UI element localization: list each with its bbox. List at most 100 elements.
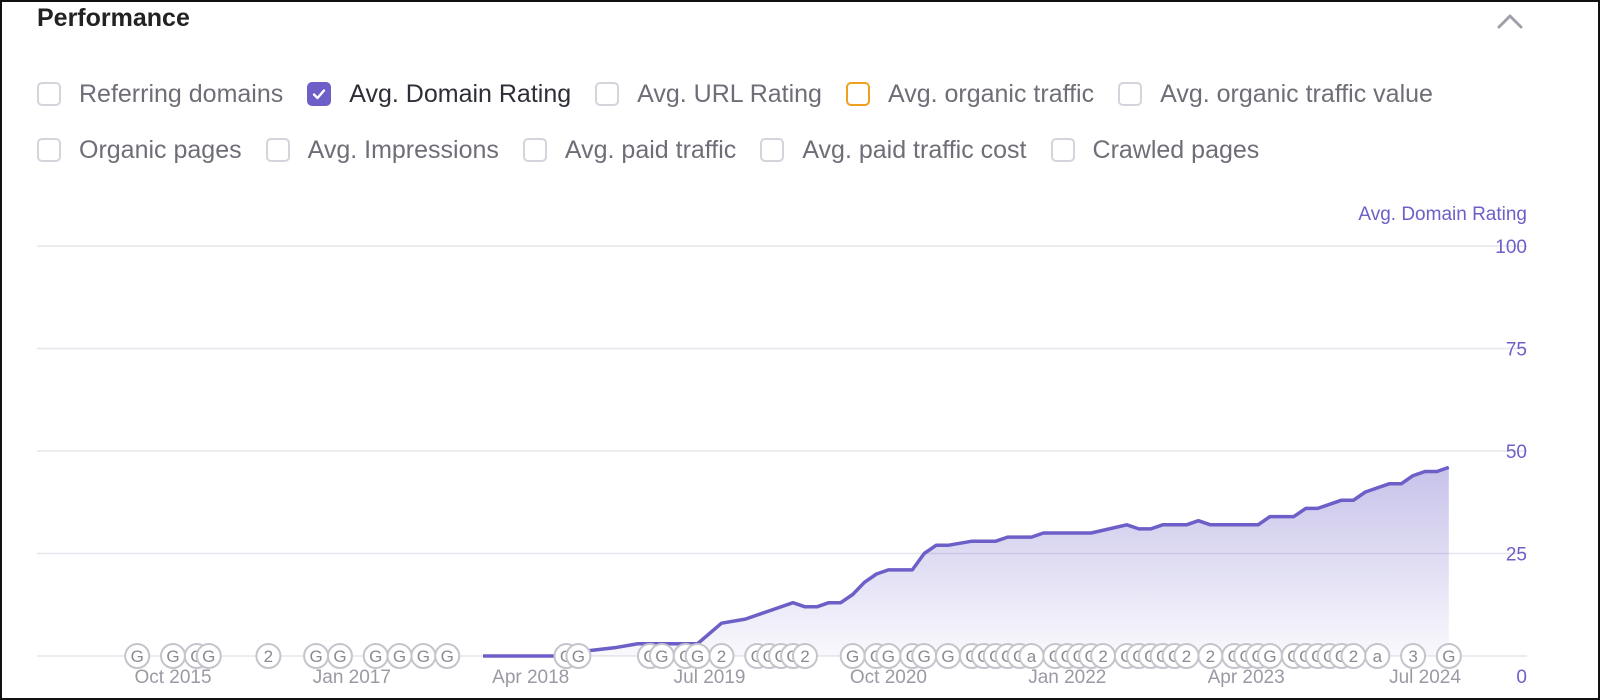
data-point[interactable] [945,542,951,548]
annotation-marker[interactable]: G [386,643,413,669]
data-point[interactable] [969,538,975,544]
checkbox-box[interactable] [1050,138,1075,162]
data-point[interactable] [1160,522,1166,528]
data-point[interactable] [1315,505,1321,511]
annotation-marker[interactable]: 2 [255,643,282,669]
annotation-marker[interactable]: G [326,643,353,669]
data-point[interactable] [1362,489,1368,495]
annotation-marker[interactable]: 2 [791,643,818,669]
data-point[interactable] [1040,530,1046,536]
data-point[interactable] [838,600,844,606]
data-point[interactable] [1386,481,1392,487]
annotation-label: G [1263,647,1276,666]
data-point[interactable] [862,579,868,585]
data-point[interactable] [1410,473,1416,479]
data-point[interactable] [611,645,617,651]
data-point[interactable] [1434,469,1440,475]
data-point[interactable] [1446,464,1452,470]
data-point[interactable] [635,641,641,647]
checkbox-box[interactable] [37,138,61,162]
annotation-marker[interactable]: a [1364,643,1391,669]
data-point[interactable] [1255,522,1261,528]
annotation-marker[interactable]: 2 [1197,643,1224,669]
data-point[interactable] [1267,514,1273,520]
data-point[interactable] [850,592,856,598]
checkbox-avg-impressions[interactable]: Avg. Impressions [265,136,499,165]
data-point[interactable] [1374,485,1380,491]
data-point[interactable] [1327,501,1333,507]
annotation-marker[interactable]: G [648,643,675,669]
data-point[interactable] [742,616,748,622]
annotation-marker[interactable]: G [434,643,461,669]
data-point[interactable] [1351,497,1357,503]
data-point[interactable] [1303,505,1309,511]
data-point[interactable] [933,542,939,548]
annotation-marker[interactable]: G [875,643,902,669]
data-point[interactable] [814,604,820,610]
annotation-marker[interactable]: 2 [1173,643,1200,669]
collapse-button[interactable] [1492,8,1528,34]
annotation-marker[interactable]: 2 [708,643,735,669]
annotation-marker[interactable]: G [195,643,222,669]
data-point[interactable] [1124,522,1130,528]
annotation-marker[interactable]: G [124,643,151,669]
annotation-marker[interactable]: 3 [1400,643,1427,669]
data-point[interactable] [921,551,927,557]
annotation-marker[interactable]: G [684,643,711,669]
data-point[interactable] [1291,514,1297,520]
panel-title: Performance [37,4,190,32]
annotation-marker[interactable]: G [1435,643,1462,669]
checkbox-box[interactable] [1118,82,1143,106]
checkbox-box[interactable] [845,82,870,106]
checkbox-avg-paid-traffic-cost[interactable]: Avg. paid traffic cost [760,136,1027,165]
data-point[interactable] [1398,481,1404,487]
annotation-marker[interactable]: G [410,643,437,669]
data-point[interactable] [1088,530,1094,536]
checkbox-box[interactable] [265,138,290,162]
data-point[interactable] [1005,534,1011,540]
data-point[interactable] [1029,534,1035,540]
data-point[interactable] [1148,526,1154,532]
checkbox-box[interactable] [595,82,620,106]
data-point[interactable] [480,653,486,659]
data-point[interactable] [826,600,832,606]
checkbox-avg-organic-traffic[interactable]: Avg. organic traffic [845,80,1094,109]
data-point[interactable] [1184,522,1190,528]
data-point[interactable] [993,538,999,544]
data-point[interactable] [790,600,796,606]
checkbox-avg-organic-traffic-value[interactable]: Avg. organic traffic value [1118,80,1433,109]
checkbox-organic-pages[interactable]: Organic pages [37,136,242,165]
checkbox-referring-domains[interactable]: Referring domains [37,80,283,109]
annotation-marker[interactable]: G [1256,643,1283,669]
checkbox-avg-paid-traffic[interactable]: Avg. paid traffic [522,136,736,165]
checkbox-box[interactable] [760,138,785,162]
data-point[interactable] [909,567,915,573]
data-point[interactable] [1422,469,1428,475]
annotation-marker[interactable]: G [839,643,866,669]
data-point[interactable] [719,620,725,626]
data-point[interactable] [766,608,772,614]
data-point[interactable] [874,571,880,577]
data-point[interactable] [1195,518,1201,524]
annotation-marker[interactable]: 2 [1340,643,1367,669]
data-point[interactable] [885,567,891,573]
checkbox-crawled-pages[interactable]: Crawled pages [1050,136,1259,165]
annotation-marker[interactable]: G [160,643,186,669]
annotation-marker[interactable]: a [1018,643,1045,669]
data-point[interactable] [1339,497,1345,503]
annotation-marker[interactable]: G [565,643,592,669]
checkbox-box[interactable] [37,82,61,106]
checkbox-avg-url-rating[interactable]: Avg. URL Rating [595,80,822,109]
checkbox-box[interactable] [522,138,547,162]
annotation-marker[interactable]: G [303,643,330,669]
annotation-marker[interactable]: G [362,643,389,669]
annotation-marker[interactable]: G [935,643,962,669]
data-point[interactable] [1207,522,1213,528]
checkbox-avg-domain-rating[interactable]: Avg. Domain Rating [307,80,571,109]
checkbox-box[interactable] [307,82,332,106]
data-point[interactable] [802,604,808,610]
data-point[interactable] [1136,526,1142,532]
annotation-marker[interactable]: G [911,643,938,669]
annotation-marker[interactable]: 2 [1090,643,1117,669]
